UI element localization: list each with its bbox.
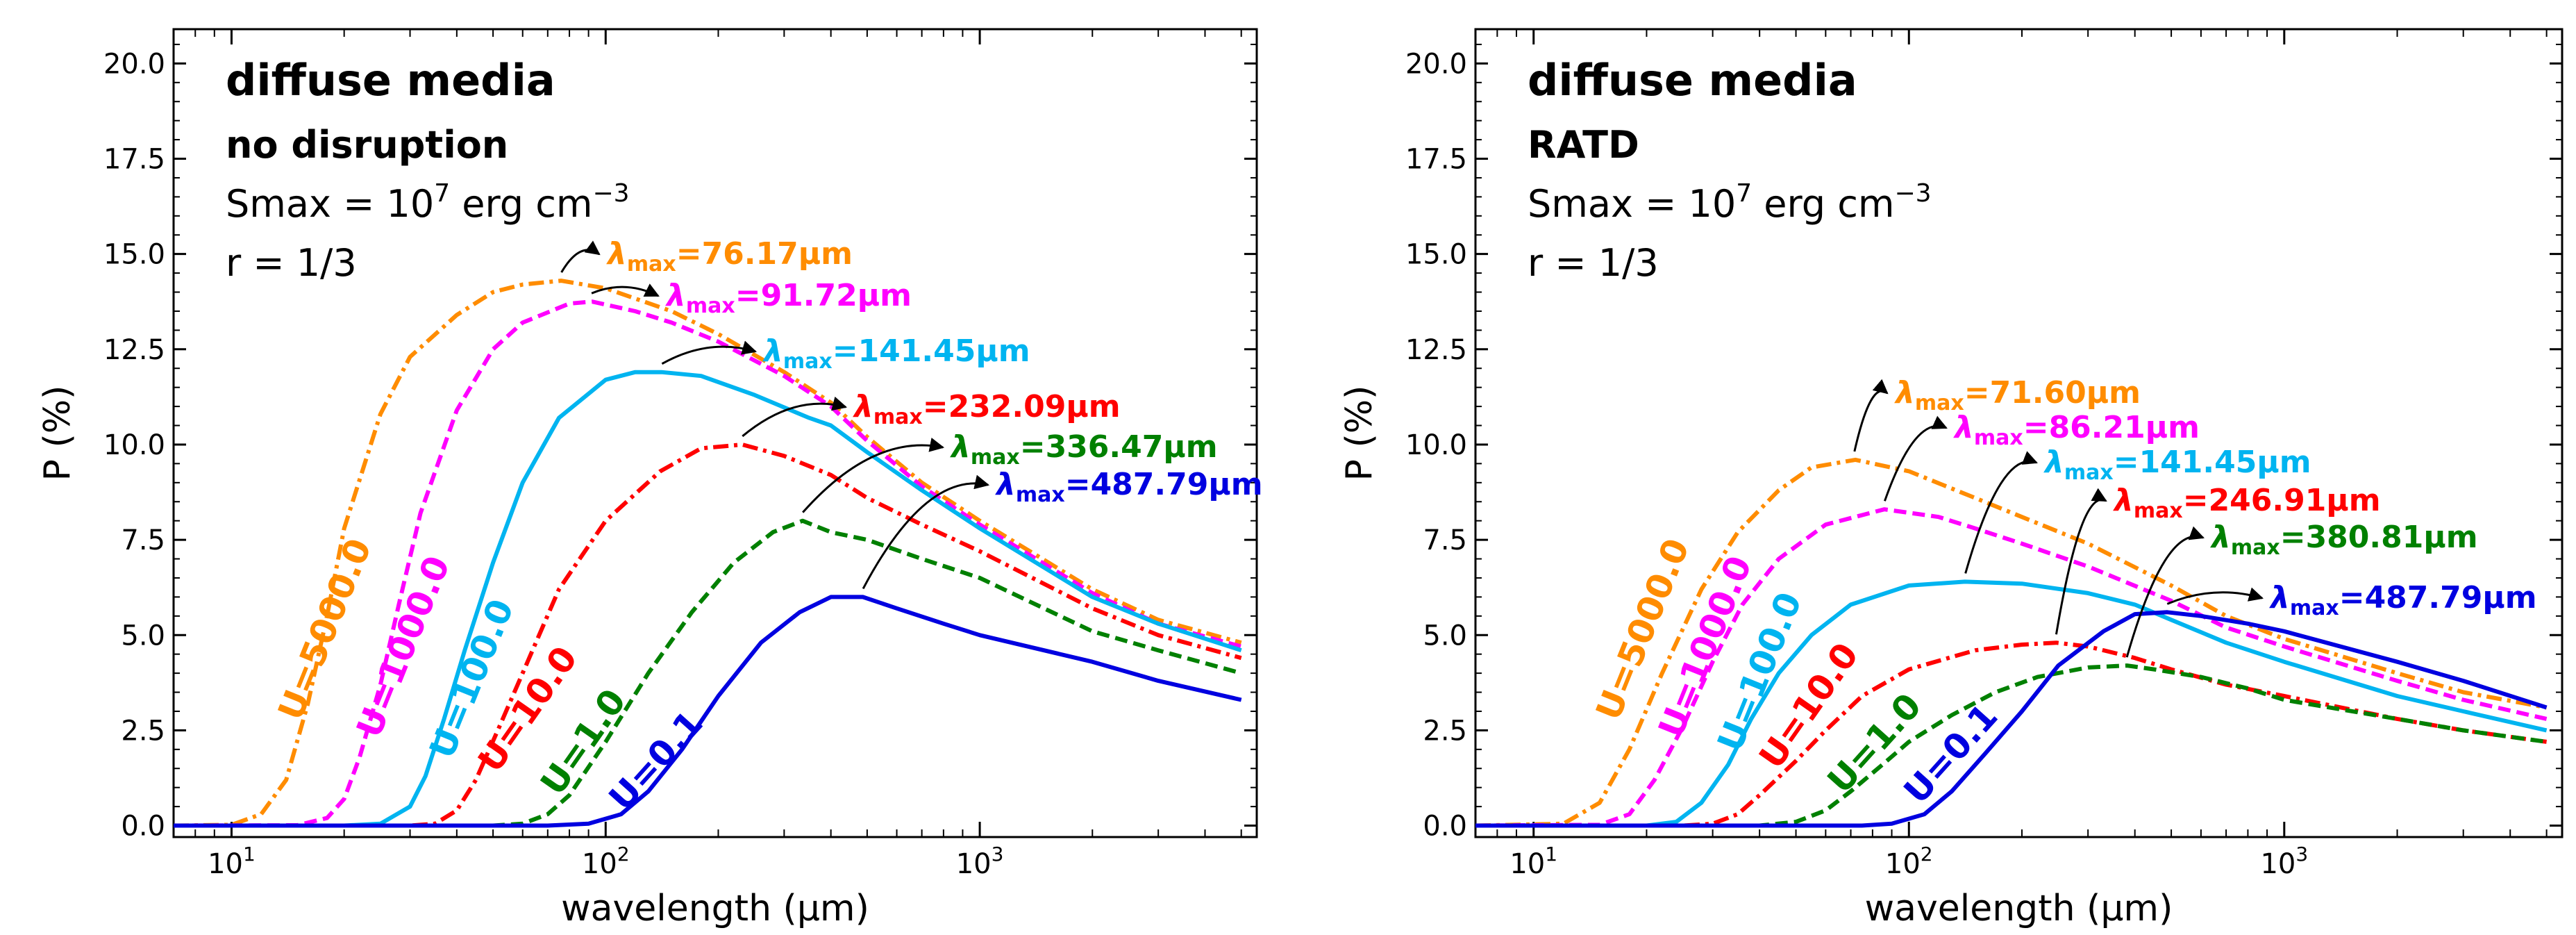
y-tick-label: 10.0 (103, 429, 165, 461)
peak-arrow (560, 240, 601, 273)
series-line-u-5000-0 (1475, 457, 2548, 828)
y-tick-label: 5.0 (121, 620, 165, 652)
y-tick-label: 12.5 (1405, 334, 1467, 366)
y-tick-label: 15.0 (103, 239, 165, 271)
y-tick-label: 2.5 (121, 715, 165, 747)
y-tick-label: 15.0 (1405, 239, 1467, 271)
peak-arrow (742, 396, 848, 438)
peak-arrow (2055, 488, 2107, 635)
x-tick-label: 102 (582, 843, 630, 880)
y-tick-label: 17.5 (103, 144, 165, 176)
peak-arrow (1853, 379, 1889, 452)
peak-label: λmax=246.91μm (2113, 483, 2381, 523)
peak-label: λmax=91.72μm (665, 278, 912, 318)
x-tick-label: 102 (1885, 843, 1933, 880)
y-tick-label: 17.5 (1405, 144, 1467, 176)
peak-arrow (591, 283, 660, 297)
y-tick-label: 5.0 (1423, 620, 1467, 652)
plot-frame (1474, 28, 2564, 838)
y-tick-label: 0.0 (1423, 811, 1467, 843)
peak-arrow (862, 474, 990, 590)
x-tick-label: 101 (208, 843, 256, 880)
series-line-u-0-1 (1475, 610, 2548, 828)
series-line-u-1000-0 (1475, 507, 2548, 828)
peak-arrow (2166, 587, 2264, 605)
y-tick-label: 2.5 (1423, 715, 1467, 747)
curves (1475, 457, 2548, 828)
y-tick-label: 10.0 (1405, 429, 1467, 461)
series-line-u-5000-0 (174, 279, 1242, 828)
y-axis-label: P (%) (1339, 386, 1380, 481)
y-tick-label: 20.0 (1405, 48, 1467, 80)
series-line-u-0-1 (174, 595, 1242, 828)
right-panel: 0.0 2.5 5.0 7.5 10.0 12.5 15.0 17.5 20.0 101 102 10… (1339, 28, 2564, 929)
curves (174, 279, 1242, 828)
series-line-u-10-0 (174, 442, 1242, 828)
x-axis-label: wavelength (μm) (561, 888, 869, 929)
x-tick-label: 101 (1509, 843, 1557, 880)
r-annotation: r = 1/3 (226, 241, 357, 285)
peak-arrow (2125, 526, 2205, 658)
left-panel: 0.0 2.5 5.0 7.5 10.0 12.5 15.0 17.5 20.0 101 102 10… (37, 28, 1263, 929)
smax-annotation: Smax = 107 erg cm−3 (1528, 179, 1932, 226)
peak-label: λmax=76.17μm (606, 236, 853, 276)
title-line-1: diffuse media (1528, 55, 1857, 106)
series-line-u-1-0 (174, 518, 1242, 828)
title-line-1: diffuse media (226, 55, 555, 106)
peak-label: λmax=232.09μm (853, 389, 1121, 429)
peak-arrow (1884, 415, 1948, 502)
r-annotation: r = 1/3 (1528, 241, 1659, 285)
peak-label: λmax=86.21μm (1953, 410, 2200, 450)
peak-arrow (1964, 451, 2038, 574)
smax-annotation: Smax = 107 erg cm−3 (226, 179, 630, 226)
y-tick-label: 20.0 (103, 48, 165, 80)
peak-label: λmax=336.47μm (950, 429, 1218, 470)
peak-label: λmax=141.45μm (762, 333, 1030, 374)
series-line-u-1000-0 (174, 299, 1242, 828)
y-tick-label: 7.5 (1423, 524, 1467, 556)
series-line-u-100-0 (174, 370, 1242, 828)
title-line-2: no disruption (226, 123, 508, 167)
y-tick-label: 7.5 (121, 524, 165, 556)
peak-label: λmax=487.79μm (2269, 580, 2537, 620)
x-tick-label: 103 (2260, 843, 2308, 880)
y-axis-label: P (%) (37, 386, 78, 481)
y-tick-label: 0.0 (121, 811, 165, 843)
peak-arrow (802, 438, 945, 513)
peak-arrow (661, 340, 758, 365)
plot-frame (172, 28, 1258, 838)
series-line-u-10-0 (1475, 640, 2548, 828)
series-line-u-100-0 (1475, 579, 2548, 828)
peak-label: λmax=487.79μm (995, 467, 1263, 507)
x-tick-label: 103 (956, 843, 1004, 880)
x-axis-label: wavelength (μm) (1865, 888, 2173, 929)
peak-label: λmax=141.45μm (2043, 445, 2311, 485)
peak-label: λmax=380.81μm (2210, 520, 2478, 560)
series-line-u-1-0 (1475, 663, 2548, 828)
peak-label: λmax=71.60μm (1894, 375, 2141, 415)
title-line-2: RATD (1528, 123, 1639, 167)
y-tick-label: 12.5 (103, 334, 165, 366)
